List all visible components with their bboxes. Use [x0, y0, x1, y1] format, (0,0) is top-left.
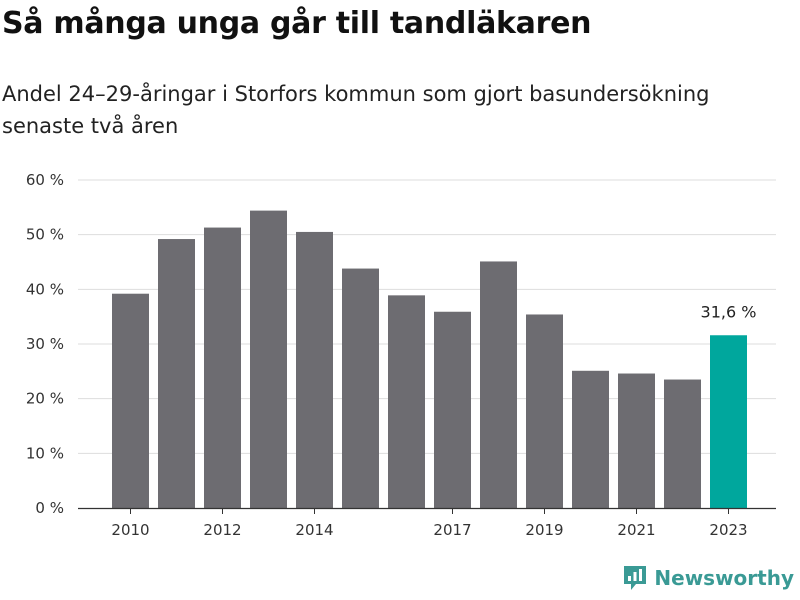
bar-highlight	[710, 335, 747, 508]
bar	[480, 261, 517, 508]
bar	[388, 295, 425, 508]
bar	[526, 314, 563, 508]
x-tick-label: 2021	[617, 521, 655, 539]
x-tick-label: 2012	[203, 521, 241, 539]
y-tick-label: 0 %	[35, 499, 64, 517]
y-tick-label: 10 %	[26, 444, 64, 462]
x-tick-label: 2017	[433, 521, 471, 539]
bars	[112, 210, 747, 508]
y-tick-label: 50 %	[26, 226, 64, 244]
x-tick-label: 2023	[709, 521, 747, 539]
x-tick-label: 2014	[295, 521, 333, 539]
chart-subtitle: Andel 24–29-åringar i Storfors kommun so…	[2, 82, 710, 138]
newsworthy-logo-icon	[624, 566, 647, 590]
bar	[572, 370, 609, 508]
y-tick-label: 30 %	[26, 335, 64, 353]
bar	[204, 227, 241, 508]
x-tick-label: 2010	[111, 521, 149, 539]
brand: Newsworthy	[622, 564, 794, 592]
bar	[158, 239, 195, 508]
y-tick-label: 60 %	[26, 171, 64, 189]
bar	[664, 379, 701, 508]
y-tick-label: 40 %	[26, 280, 64, 298]
bar	[434, 311, 471, 508]
bar	[112, 293, 149, 508]
bar	[250, 210, 287, 508]
bar	[618, 373, 655, 508]
bar	[342, 268, 379, 508]
brand-name: Newsworthy	[654, 566, 794, 590]
chart-title: Så många unga går till tandläkaren	[2, 6, 592, 41]
data-label: 31,6 %	[701, 302, 757, 321]
data-labels: 31,6 %	[701, 302, 757, 321]
x-tick-label: 2019	[525, 521, 563, 539]
bar-chart: 31,6 % 0 % 10 % 20 % 30 % 40 % 50 % 60 % 2010 20…	[26, 171, 776, 539]
y-tick-label: 20 %	[26, 390, 64, 408]
bar	[296, 231, 333, 508]
axes: 0 % 10 % 20 % 30 % 40 % 50 % 60 % 2010 2012 2014 2…	[26, 171, 776, 539]
